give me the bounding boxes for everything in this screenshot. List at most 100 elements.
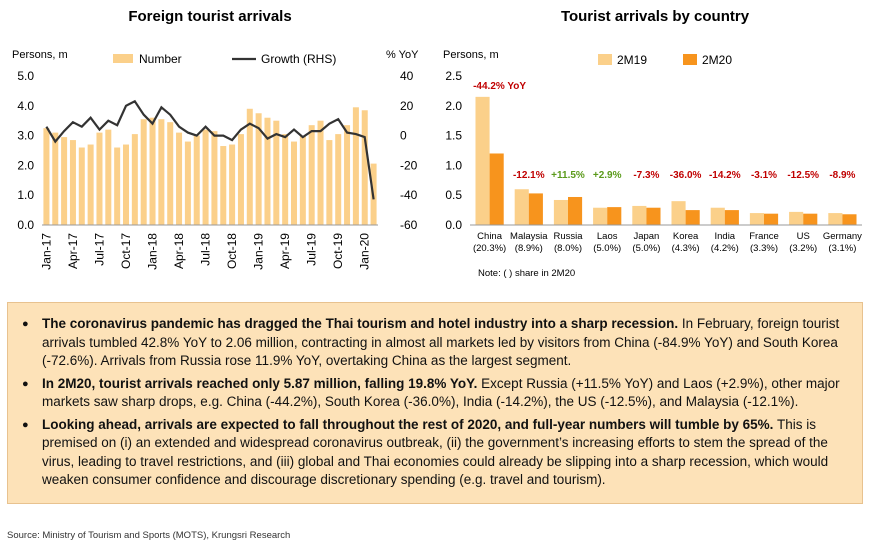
country-bar-2m20 [607,207,622,225]
growth-label: +11.5% [551,170,585,181]
left-x-tick-label: Apr-18 [172,233,186,269]
summary-box: The coronavirus pandemic has dragged the… [7,302,863,504]
country-tick-label: France [749,231,779,242]
summary-bullet-3: Looking ahead, arrivals are expected to … [20,416,850,490]
left-y-axis-label: Persons, m [12,49,68,61]
arrivals-bar [105,129,112,225]
arrivals-bar [220,146,227,225]
left-x-tick-label: Oct-19 [331,233,345,269]
country-bar-2m19 [828,213,843,225]
country-bar-2m20 [568,196,583,225]
legend-2m19-swatch [598,54,612,65]
country-bar-2m20 [724,210,739,225]
arrivals-bar [344,125,351,225]
legend-number-swatch [113,54,133,63]
left-x-tick-label: Jan-19 [252,233,266,270]
left-y2-tick-label: -60 [400,218,418,232]
arrivals-bar [229,144,236,225]
country-bar-2m19 [553,199,568,225]
country-bar-2m20 [803,213,818,225]
left-x-tick-label: Oct-18 [225,233,239,269]
right-y-tick-label: 1.5 [445,129,462,143]
summary-bullet-2-lead: In 2M20, tourist arrivals reached only 5… [42,375,478,391]
summary-bullet-1-text: In February, foreign tourist arrivals tu… [42,316,840,368]
left-y2-tick-label: -40 [400,188,418,202]
arrivals-bar [317,120,324,225]
summary-bullet-2-text: Except Russia (+11.5% YoY) and Laos (+2.… [42,375,840,410]
growth-label: -12.5% [787,170,819,181]
country-bar-2m20 [842,214,857,225]
right-y-tick-label: 2.0 [445,99,462,113]
country-bar-2m19 [475,96,490,225]
legend-2m20-swatch [683,54,697,65]
left-x-tick-label: Apr-17 [66,233,80,269]
left-x-tick-label: Jul-17 [92,233,106,266]
arrivals-bar [167,122,174,225]
left-x-tick-label: Jan-18 [146,233,160,270]
right-y-tick-label: 0.5 [445,188,462,202]
country-share-label: (3.2%) [789,243,817,254]
country-bar-2m20 [489,153,504,225]
left-chart-title: Foreign tourist arrivals [128,8,292,25]
country-share-label: (4.3%) [672,243,700,254]
arrivals-bar [193,135,200,225]
arrivals-bar [352,107,359,225]
left-y-tick-label: 5.0 [17,69,34,83]
right-y-axis-label: Persons, m [443,49,499,61]
country-share-label: (8.9%) [515,243,543,254]
country-tick-label: Laos [597,231,618,242]
left-y2-tick-label: 0 [400,129,407,143]
country-bar-2m19 [671,201,686,225]
left-x-tick-label: Oct-17 [119,233,133,269]
country-share-label: (5.0%) [593,243,621,254]
country-tick-label: India [714,231,735,242]
arrivals-bar [202,129,209,225]
arrivals-bar [264,117,271,225]
growth-label: +2.9% [593,170,622,181]
country-tick-label: China [477,231,503,242]
left-y-tick-label: 4.0 [17,99,34,113]
arrivals-bar [255,113,262,225]
growth-line [45,99,375,200]
country-bar-2m20 [646,207,661,225]
country-bar-2m19 [593,207,608,225]
arrivals-bar [96,132,103,225]
country-bar-2m20 [764,213,779,225]
left-y2-tick-label: -20 [400,158,418,172]
left-y2-axis-label: % YoY [386,49,419,61]
country-bar-2m19 [514,189,529,225]
arrivals-bar [237,134,244,225]
tourist-arrivals-by-country-chart: Persons, m 0.0 0.5 1.0 1.5 2.0 2.5 -44.2% YoY Ch… [443,49,862,279]
country-share-label: (3.1%) [828,243,856,254]
summary-bullet-2: In 2M20, tourist arrivals reached only 5… [20,375,850,412]
country-tick-label: Japan [633,231,659,242]
right-y-tick-label: 0.0 [445,218,462,232]
country-bar-2m19 [749,213,764,225]
country-tick-label: Germany [823,231,862,242]
left-y-tick-label: 2.0 [17,158,34,172]
arrivals-bar [273,120,280,225]
arrivals-bar [184,141,191,225]
arrivals-bar [61,137,68,225]
arrivals-bar [176,132,183,225]
left-x-tick-label: Jan-20 [358,233,372,270]
arrivals-bar [87,144,94,225]
left-x-tick-label: Jul-18 [199,233,213,266]
right-y-tick-label: 1.0 [445,158,462,172]
country-tick-label: Russia [553,231,583,242]
growth-label: -8.9% [829,170,855,181]
legend-2m19-label: 2M19 [617,53,647,67]
arrivals-bar [52,132,59,225]
arrivals-bar [69,140,76,225]
left-y2-tick-label: 20 [400,99,414,113]
arrivals-bar [122,144,130,225]
country-tick-label: Malaysia [510,231,548,242]
arrivals-bar [361,110,368,225]
arrivals-bar [246,108,253,225]
arrivals-bar [149,117,156,225]
right-chart-note: Note: ( ) share in 2M20 [478,268,575,279]
summary-bullet-1-lead: The coronavirus pandemic has dragged the… [42,316,679,331]
country-share-label: (20.3%) [473,243,506,254]
arrivals-bar [326,140,333,225]
growth-label: -14.2% [709,170,741,181]
